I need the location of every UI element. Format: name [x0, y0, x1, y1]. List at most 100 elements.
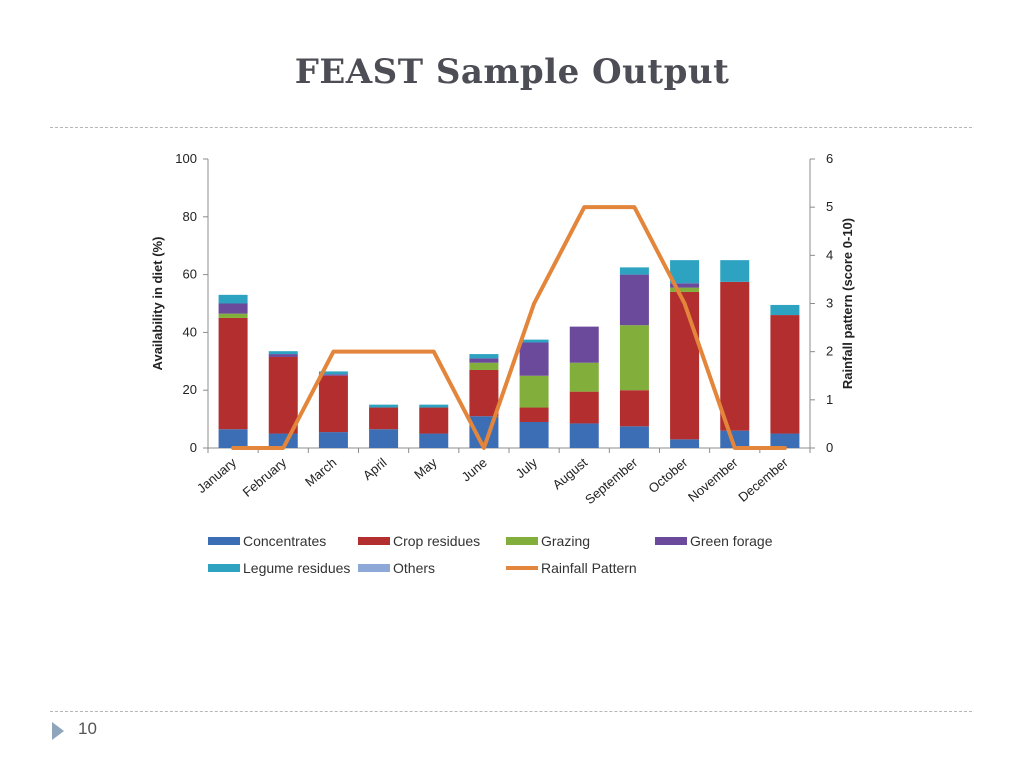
- x-tick-label: May: [411, 454, 440, 482]
- y2-axis-title: Rainfall pattern (score 0-10): [840, 218, 855, 389]
- legend-label: Legume residues: [243, 560, 351, 576]
- legend-item-others: Others: [358, 560, 435, 576]
- x-tick-label: April: [360, 455, 390, 483]
- x-tick-label: June: [459, 455, 490, 485]
- bar-segment-concentrates: [519, 421, 549, 448]
- bar-segment-crop-residues: [519, 407, 549, 422]
- y2-tick-label: 6: [826, 151, 833, 166]
- bar-segment-legume-residues: [268, 351, 298, 355]
- legend-item-rainfall-pattern: Rainfall Pattern: [506, 560, 637, 576]
- legend-label: Rainfall Pattern: [541, 560, 637, 576]
- chart-legend: Concentrates Crop residues Grazing Green…: [208, 533, 808, 587]
- rainfall-point: [281, 446, 285, 450]
- bar-segment-green-forage: [469, 358, 499, 363]
- x-tick-label: March: [302, 455, 339, 490]
- legend-swatch: [655, 537, 687, 546]
- bar-segment-grazing: [569, 362, 599, 392]
- bar-segment-crop-residues: [720, 281, 750, 431]
- bar-segment-legume-residues: [318, 371, 348, 375]
- bar-segment-concentrates: [619, 426, 649, 448]
- rainfall-point: [632, 205, 636, 209]
- rainfall-pattern-line: [231, 205, 787, 450]
- bar-segment-concentrates: [318, 432, 348, 448]
- bar-segment-green-forage: [268, 354, 298, 357]
- bar-segment-legume-residues: [218, 294, 248, 304]
- x-tick-label: October: [645, 454, 691, 496]
- bar-segment-legume-residues: [670, 260, 700, 284]
- bar-segment-concentrates: [720, 430, 750, 448]
- bar-segment-concentrates: [670, 439, 700, 448]
- page-number: 10: [78, 719, 97, 738]
- bar-segment-green-forage: [318, 374, 348, 376]
- y2-tick-label: 3: [826, 296, 833, 311]
- bar-segment-green-forage: [218, 303, 248, 314]
- x-tick-label: September: [582, 454, 641, 507]
- y-tick-label: 20: [183, 382, 197, 397]
- y-tick-label: 0: [190, 440, 197, 455]
- slide-title: FEAST Sample Output: [294, 52, 730, 92]
- bar-segment-green-forage: [519, 342, 549, 376]
- legend-swatch: [506, 566, 538, 571]
- y2-tick-label: 1: [826, 392, 833, 407]
- bar-segment-concentrates: [419, 433, 449, 448]
- y-tick-label: 100: [175, 151, 197, 166]
- bar-segment-grazing: [619, 325, 649, 391]
- bar-segment-legume-residues: [619, 267, 649, 275]
- bar-segment-crop-residues: [569, 391, 599, 424]
- bar-segment-crop-residues: [268, 356, 298, 434]
- legend-label: Others: [393, 560, 436, 576]
- bar-segment-legume-residues: [419, 404, 449, 408]
- bar-segment-concentrates: [569, 423, 599, 448]
- top-divider: [50, 127, 972, 128]
- legend-swatch: [358, 564, 390, 573]
- y-axis-title: Availability in diet (%): [150, 237, 165, 371]
- bar-segment-crop-residues: [369, 407, 399, 430]
- x-tick-label: July: [513, 454, 541, 481]
- bar-segment-grazing: [519, 375, 549, 408]
- rainfall-point: [582, 205, 586, 209]
- bar-segment-green-forage: [569, 326, 599, 363]
- legend-item-green-forage: Green forage: [655, 533, 773, 549]
- bar-segment-grazing: [218, 313, 248, 318]
- y2-tick-label: 0: [826, 440, 833, 455]
- legend-item-grazing: Grazing: [506, 533, 590, 549]
- bar-segment-crop-residues: [670, 291, 700, 440]
- legend-label: Grazing: [541, 533, 591, 549]
- rainfall-point: [432, 350, 436, 354]
- y-tick-label: 40: [183, 324, 197, 339]
- legend-item-concentrates: Concentrates: [208, 533, 326, 549]
- rainfall-point: [683, 302, 687, 305]
- legend-swatch: [208, 564, 240, 573]
- bar-segment-green-forage: [670, 283, 700, 288]
- y2-tick-label: 2: [826, 344, 833, 359]
- bar-segment-legume-residues: [720, 260, 750, 282]
- triangle-bullet-icon: [52, 722, 64, 740]
- rainfall-point: [382, 350, 386, 354]
- bar-segment-crop-residues: [619, 390, 649, 427]
- bar-segment-crop-residues: [469, 369, 499, 417]
- bar-segment-legume-residues: [369, 404, 399, 408]
- x-tick-label: August: [550, 455, 591, 493]
- legend-swatch: [506, 537, 538, 546]
- bar-segment-concentrates: [770, 433, 800, 448]
- bar-segment-concentrates: [369, 429, 399, 448]
- y-tick-label: 60: [183, 267, 197, 282]
- bar-segment-grazing: [670, 287, 700, 292]
- bar-segment-crop-residues: [419, 407, 449, 434]
- rainfall-point: [331, 350, 335, 354]
- legend-swatch: [208, 537, 240, 546]
- bar-segment-grazing: [469, 362, 499, 370]
- rainfall-point: [482, 446, 486, 450]
- legend-swatch: [358, 537, 390, 546]
- bar-segment-crop-residues: [318, 375, 348, 433]
- rainfall-point: [532, 302, 536, 305]
- bar-segment-legume-residues: [519, 339, 549, 343]
- rainfall-point: [231, 446, 235, 450]
- legend-label: Concentrates: [243, 533, 327, 549]
- bar-segment-legume-residues: [770, 304, 800, 316]
- x-tick-label: January: [194, 454, 239, 496]
- x-tick-label: February: [240, 454, 290, 499]
- x-tick-label: November: [685, 454, 741, 504]
- rainfall-point: [733, 446, 737, 450]
